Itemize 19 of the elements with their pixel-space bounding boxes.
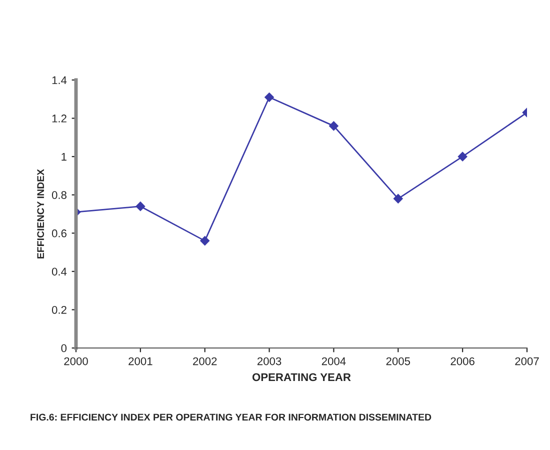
x-tick-label: 2007 xyxy=(515,357,539,366)
y-tick-label: 0.6 xyxy=(52,229,66,238)
x-tick-label: 2006 xyxy=(450,357,474,366)
x-axis-title: OPERATING YEAR xyxy=(252,373,351,382)
x-tick-label: 2002 xyxy=(193,357,217,366)
y-tick-label: 0.8 xyxy=(52,191,66,199)
y-tick-label: 0.2 xyxy=(52,306,66,314)
x-tick-label: 2003 xyxy=(257,357,282,366)
x-tick-label: 2001 xyxy=(128,357,152,366)
y-tick-label: 1.4 xyxy=(52,76,67,84)
y-tick-label: 1.2 xyxy=(52,114,66,122)
y-tick-label: 0 xyxy=(61,344,67,352)
x-tick-label: 2000 xyxy=(64,357,88,366)
x-tick-label: 2005 xyxy=(386,357,410,366)
y-tick-label: 1 xyxy=(62,152,66,161)
caption: FIG.6: EFFICIENCY INDEX PER OPERATING YEAR FOR INFORMATION DISSEMINATED xyxy=(30,414,432,421)
y-tick-label: 0.4 xyxy=(52,268,67,276)
x-tick-label: 2004 xyxy=(322,357,346,366)
y-axis-title: EFFICIENCY INDEX xyxy=(37,169,44,258)
